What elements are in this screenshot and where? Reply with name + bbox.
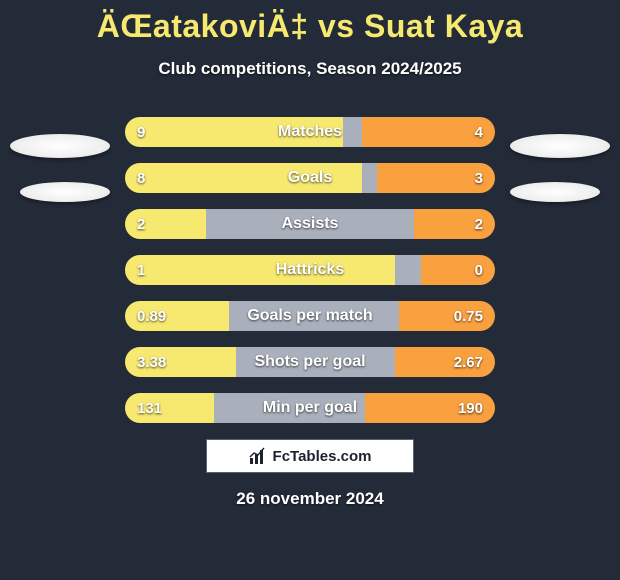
decor-ellipse [510, 182, 600, 202]
stat-row: 0.89Goals per match0.75 [125, 301, 495, 331]
stat-value-right: 2 [475, 209, 483, 239]
stat-value-right: 190 [458, 393, 483, 423]
stat-value-right: 2.67 [454, 347, 483, 377]
stat-label: Hattricks [125, 255, 495, 285]
brand-text: FcTables.com [273, 448, 372, 465]
page-title: ÄŒatakoviÄ‡ vs Suat Kaya [0, 8, 620, 45]
page-subtitle: Club competitions, Season 2024/2025 [0, 59, 620, 79]
comparison-infographic: ÄŒatakoviÄ‡ vs Suat Kaya Club competitio… [0, 8, 620, 580]
decor-ellipse [510, 134, 610, 158]
decor-ellipse [20, 182, 110, 202]
date-text: 26 november 2024 [0, 489, 620, 509]
stat-value-right: 4 [475, 117, 483, 147]
decor-ellipse [10, 134, 110, 158]
stat-label: Goals [125, 163, 495, 193]
brand-badge: FcTables.com [206, 439, 414, 473]
stat-row: 2Assists2 [125, 209, 495, 239]
stat-label: Matches [125, 117, 495, 147]
stat-label: Shots per goal [125, 347, 495, 377]
stat-row: 1Hattricks0 [125, 255, 495, 285]
stat-value-right: 0 [475, 255, 483, 285]
stat-value-right: 0.75 [454, 301, 483, 331]
stat-label: Min per goal [125, 393, 495, 423]
stat-row: 3.38Shots per goal2.67 [125, 347, 495, 377]
stat-label: Assists [125, 209, 495, 239]
stat-label: Goals per match [125, 301, 495, 331]
chart-icon [249, 447, 267, 465]
stat-rows: 9Matches4 8Goals3 2Assists2 1Hattricks0 0.89… [0, 117, 620, 423]
stat-value-right: 3 [475, 163, 483, 193]
stat-row: 9Matches4 [125, 117, 495, 147]
stat-row: 8Goals3 [125, 163, 495, 193]
stat-row: 131Min per goal190 [125, 393, 495, 423]
